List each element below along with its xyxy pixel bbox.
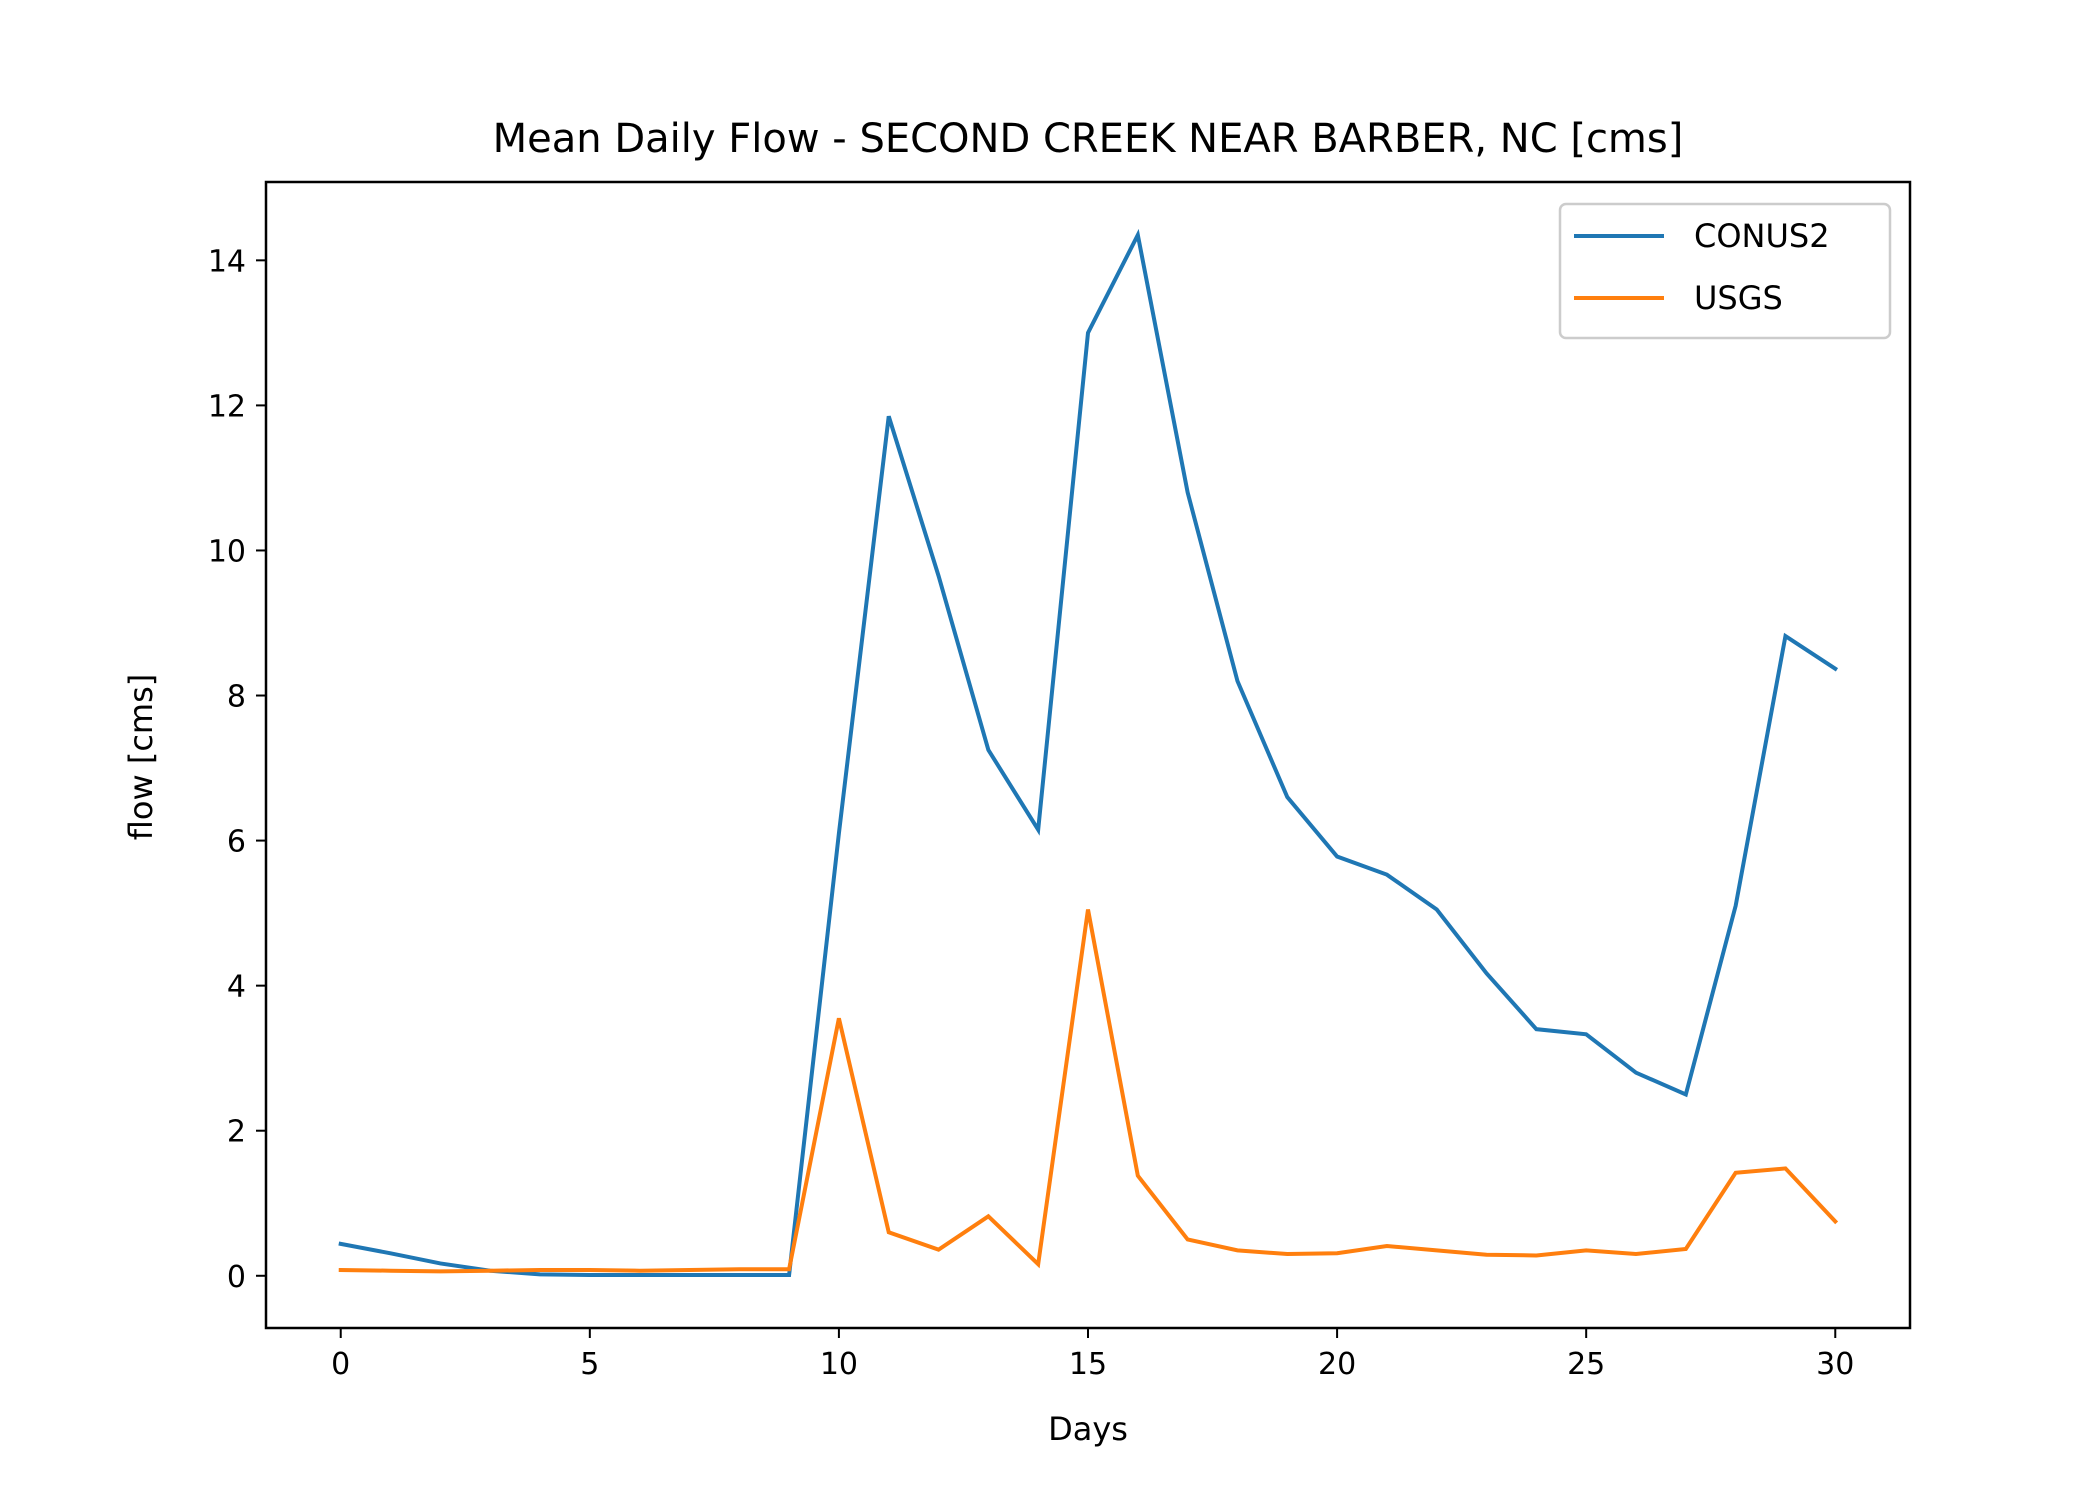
- x-tick-label: 5: [580, 1347, 599, 1382]
- y-tick-label: 6: [227, 825, 246, 860]
- legend-label-conus2: CONUS2: [1694, 217, 1830, 255]
- series-layer: [338, 228, 1839, 1278]
- chart-title: Mean Daily Flow - SECOND CREEK NEAR BARB…: [493, 116, 1684, 162]
- y-tick-label: 2: [227, 1115, 246, 1150]
- y-tick-label: 4: [227, 970, 246, 1005]
- ticks-layer: 0 5 10 15 20 25 30 0 2 4 6 8 10 12 14: [208, 244, 1855, 1382]
- x-tick-label: 10: [820, 1347, 858, 1382]
- legend: CONUS2 USGS: [1558, 202, 1892, 340]
- x-axis-label: Days: [1048, 1410, 1128, 1448]
- x-tick-label: 0: [331, 1347, 350, 1382]
- x-tick-label: 30: [1816, 1347, 1854, 1382]
- legend-label-usgs: USGS: [1694, 279, 1783, 317]
- y-axis-label: flow [cms]: [122, 674, 160, 840]
- series-line-conus2: [338, 228, 1839, 1278]
- x-tick-label: 15: [1069, 1347, 1107, 1382]
- x-tick-label: 20: [1318, 1347, 1356, 1382]
- x-tick-label: 25: [1567, 1347, 1605, 1382]
- y-tick-label: 12: [208, 389, 246, 424]
- y-tick-label: 0: [227, 1260, 246, 1295]
- series-line-usgs: [338, 909, 1839, 1274]
- y-tick-label: 8: [227, 680, 246, 715]
- y-tick-label: 10: [208, 534, 246, 569]
- plot-frame: [264, 180, 1912, 1330]
- y-tick-label: 14: [208, 244, 246, 279]
